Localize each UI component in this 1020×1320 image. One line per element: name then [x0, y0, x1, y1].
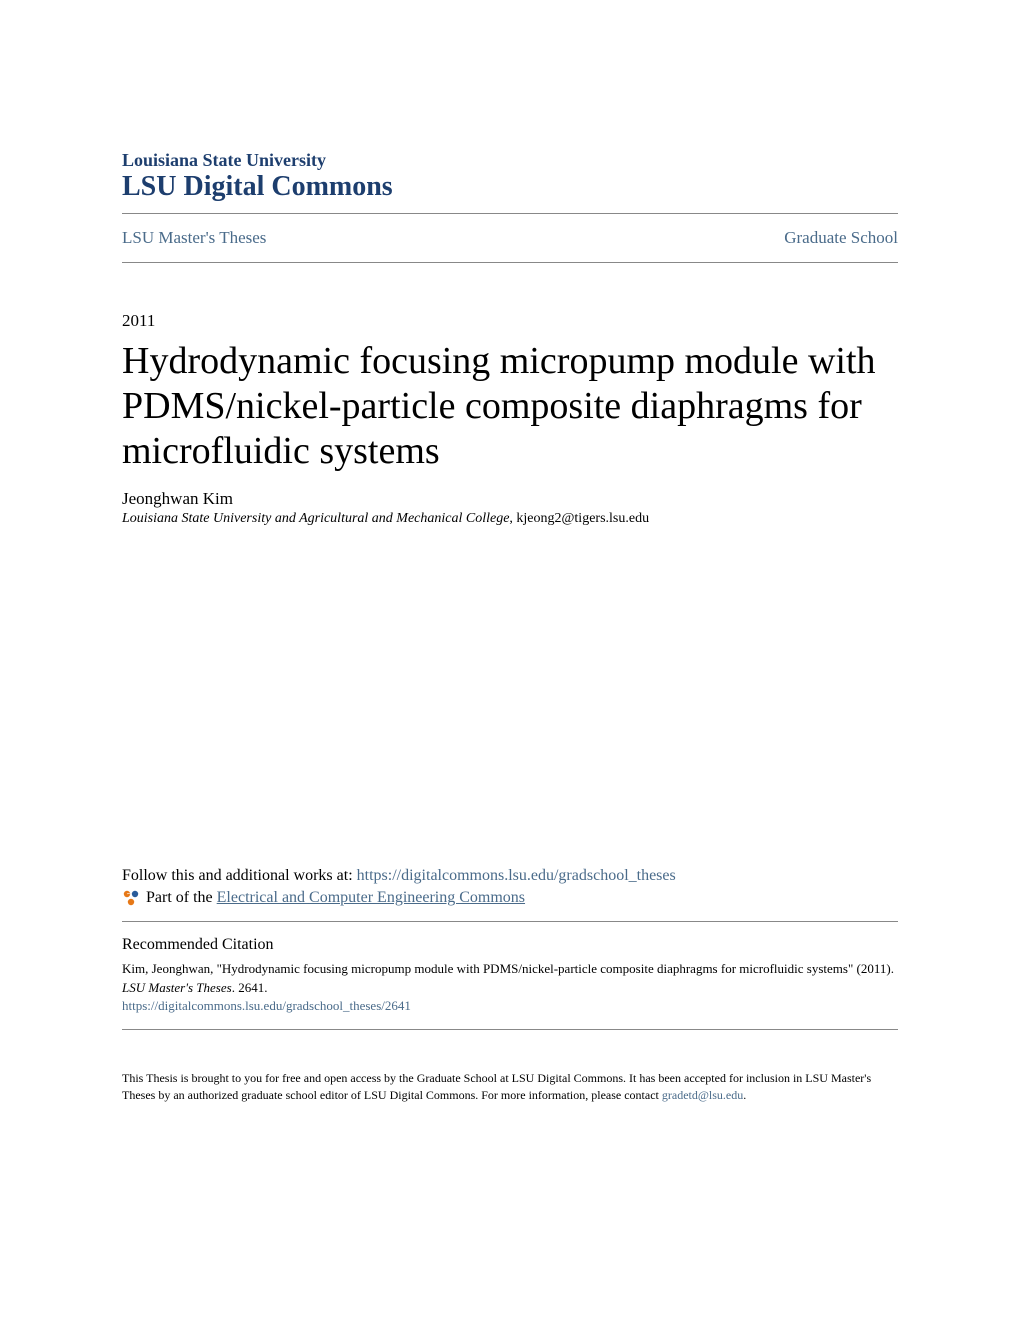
school-link[interactable]: Graduate School: [784, 228, 898, 248]
citation-series: LSU Master's Theses: [122, 980, 232, 995]
collection-url-link[interactable]: https://digitalcommons.lsu.edu/gradschoo…: [357, 867, 676, 884]
divider: [122, 262, 898, 263]
citation-part2: . 2641.: [232, 980, 268, 995]
breadcrumb: LSU Master's Theses Graduate School: [122, 214, 898, 262]
author-email: , kjeong2@tigers.lsu.edu: [509, 511, 649, 526]
header: Louisiana State University LSU Digital C…: [122, 150, 898, 203]
commons-category-link[interactable]: Electrical and Computer Engineering Comm…: [217, 889, 525, 906]
author-name: Jeonghwan Kim: [122, 489, 898, 509]
document-page: Louisiana State University LSU Digital C…: [0, 0, 1020, 1163]
divider: [122, 921, 898, 922]
repository-name[interactable]: LSU Digital Commons: [122, 171, 898, 203]
footer-text-part1: This Thesis is brought to you for free a…: [122, 1071, 871, 1102]
citation-part1: Kim, Jeonghwan, "Hydrodynamic focusing m…: [122, 961, 894, 976]
collection-link[interactable]: LSU Master's Theses: [122, 228, 266, 248]
citation-body: Kim, Jeonghwan, "Hydrodynamic focusing m…: [122, 960, 898, 996]
affiliation-text: Louisiana State University and Agricultu…: [122, 511, 509, 526]
part-of-line: Part of the Electrical and Computer Engi…: [122, 889, 898, 907]
citation-section: Recommended Citation Kim, Jeonghwan, "Hy…: [122, 936, 898, 1014]
network-icon: [122, 889, 140, 907]
divider: [122, 1029, 898, 1030]
citation-url-link[interactable]: https://digitalcommons.lsu.edu/gradschoo…: [122, 998, 411, 1013]
citation-heading: Recommended Citation: [122, 936, 898, 954]
author-affiliation: Louisiana State University and Agricultu…: [122, 511, 898, 527]
university-name[interactable]: Louisiana State University: [122, 150, 898, 171]
publication-year: 2011: [122, 311, 898, 331]
contact-email-link[interactable]: gradetd@lsu.edu: [662, 1088, 743, 1102]
footer-text-part2: .: [743, 1088, 746, 1102]
follow-section: Follow this and additional works at: htt…: [122, 867, 898, 907]
document-title: Hydrodynamic focusing micropump module w…: [122, 339, 898, 473]
follow-line: Follow this and additional works at: htt…: [122, 867, 898, 885]
follow-intro: Follow this and additional works at:: [122, 867, 357, 884]
part-of-text: Part of the Electrical and Computer Engi…: [146, 889, 525, 907]
part-of-prefix: Part of the: [146, 889, 217, 906]
footer: This Thesis is brought to you for free a…: [122, 1070, 898, 1104]
